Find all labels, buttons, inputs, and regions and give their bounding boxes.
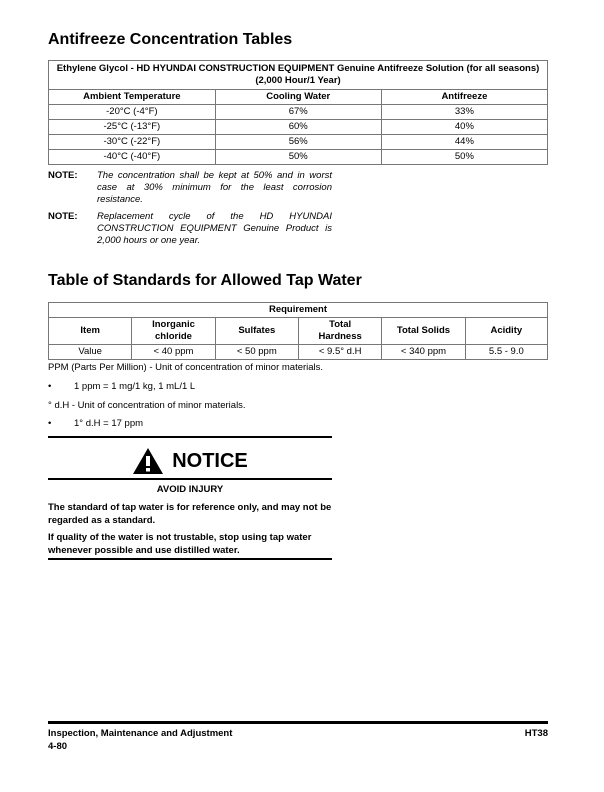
warning-triangle-icon	[133, 448, 164, 474]
cell: 44%	[380, 134, 549, 150]
col-header: Ambient Temperature	[48, 89, 216, 105]
cell: 33%	[380, 104, 549, 120]
col-header: Cooling Water	[214, 89, 382, 105]
footer-model: HT38	[524, 728, 548, 739]
divider	[48, 478, 332, 480]
divider	[48, 436, 332, 438]
cell: < 50 ppm	[214, 344, 299, 360]
cell: -30°C (-22°F)	[48, 134, 216, 150]
note: NOTE: The concentration shall be kept at…	[48, 170, 332, 206]
cell: 60%	[214, 119, 382, 135]
col-header: Inorganic chloride	[131, 317, 216, 345]
divider	[48, 558, 332, 560]
notice-subtitle: AVOID INJURY	[156, 484, 224, 495]
col-header: Total Hardness	[297, 317, 383, 345]
col-header: Total Solids	[381, 317, 466, 345]
notice-paragraph: If quality of the water is not trustable…	[48, 532, 312, 556]
page-number: 4-80	[48, 741, 68, 752]
ppm-definition: PPM (Parts Per Million) - Unit of concen…	[48, 362, 324, 373]
tap-water-table: Requirement Item Inorganic chloride Sulf…	[47, 302, 549, 360]
cell: < 40 ppm	[131, 344, 216, 360]
col-header: Acidity	[464, 317, 549, 345]
cell: 40%	[380, 119, 549, 135]
note-label: NOTE:	[48, 170, 78, 181]
group-header: Requirement	[48, 302, 548, 318]
col-header: Sulfates	[214, 317, 299, 345]
notice-header: NOTICE	[48, 447, 332, 475]
cell: 5.5 - 9.0	[464, 344, 549, 360]
table-caption: Ethylene Glycol - HD HYUNDAI CONSTRUCTIO…	[48, 60, 548, 90]
ppm-bullet: 1 ppm = 1 mg/1 kg, 1 mL/1 L	[74, 381, 196, 392]
cell: -25°C (-13°F)	[48, 119, 216, 135]
cell: 50%	[214, 149, 382, 165]
col-header: Antifreeze	[380, 89, 549, 105]
cell: < 340 ppm	[381, 344, 466, 360]
cell: -20°C (-4°F)	[48, 104, 216, 120]
bullet: •	[48, 418, 52, 429]
note-text: Replacement cycle of the HD HYUNDAI CONS…	[97, 211, 332, 246]
section-title-antifreeze: Antifreeze Concentration Tables	[48, 31, 293, 48]
table-row: -40°C (-40°F) 50% 50%	[48, 149, 549, 165]
notice-paragraph: The standard of tap water is for referen…	[48, 502, 332, 526]
cell: < 9.5° d.H	[297, 344, 383, 360]
table-row: Value < 40 ppm < 50 ppm < 9.5° d.H < 340…	[47, 344, 549, 360]
cell: 56%	[214, 134, 382, 150]
note-text: The concentration shall be kept at 50% a…	[97, 170, 332, 205]
table-row: -25°C (-13°F) 60% 40%	[48, 119, 549, 135]
footer-rule	[48, 721, 548, 724]
section-title-tap-water: Table of Standards for Allowed Tap Water	[48, 272, 362, 289]
notice-title: NOTICE	[172, 449, 248, 472]
note: NOTE: Replacement cycle of the HD HYUNDA…	[48, 211, 332, 247]
note-label: NOTE:	[48, 211, 78, 222]
antifreeze-table: Ethylene Glycol - HD HYUNDAI CONSTRUCTIO…	[48, 60, 549, 165]
bullet: •	[48, 381, 52, 392]
footer-section: Inspection, Maintenance and Adjustment	[48, 728, 233, 739]
col-header: Item	[47, 317, 133, 345]
table-row: -20°C (-4°F) 67% 33%	[48, 104, 549, 120]
table-row: -30°C (-22°F) 56% 44%	[48, 134, 549, 150]
dh-bullet: 1° d.H = 17 ppm	[74, 418, 144, 429]
cell: 50%	[380, 149, 549, 165]
cell: 67%	[214, 104, 382, 120]
cell: -40°C (-40°F)	[48, 149, 216, 165]
cell: Value	[47, 344, 133, 360]
dh-definition: ° d.H - Unit of concentration of minor m…	[48, 400, 246, 411]
